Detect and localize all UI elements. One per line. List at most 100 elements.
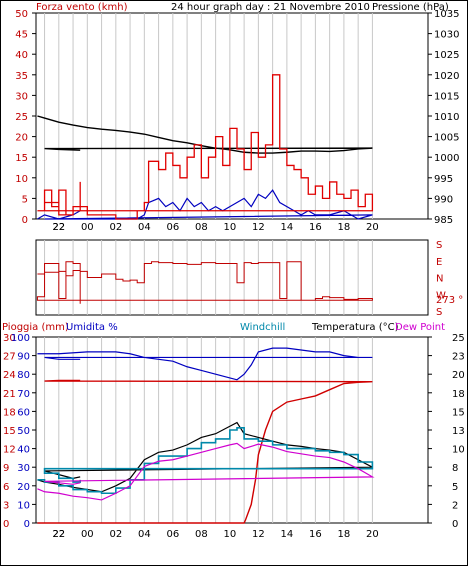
- temperature-tick-label: 10: [452, 445, 465, 456]
- wind-tick-label: 5: [22, 194, 28, 205]
- temperature-tick-label: 5: [452, 482, 458, 493]
- time-tick-label: 00: [81, 529, 94, 540]
- humidity-tick-label: 80: [17, 370, 30, 381]
- pressure-tick-label: 1030: [434, 30, 459, 41]
- time-tick-label: 20: [366, 222, 379, 233]
- time-tick-label: 22: [52, 222, 65, 233]
- wind-axis-label: Forza vento (kmh): [36, 2, 128, 13]
- temperature-tick-label: 23: [452, 352, 465, 363]
- temperature-tick-label: 13: [452, 426, 465, 437]
- time-tick-label: 12: [252, 529, 265, 540]
- time-tick-label: 22: [52, 222, 65, 233]
- time-tick-label: 00: [81, 222, 94, 233]
- temperature-label: Temperatura (°C): [311, 322, 399, 333]
- rain-tick-label: 9: [3, 463, 9, 474]
- pressure-tick-label: 1010: [434, 112, 459, 123]
- humidity-tick-label: 70: [17, 389, 30, 400]
- rain-line: [37, 379, 373, 524]
- rain-tick-label: 12: [3, 445, 16, 456]
- time-tick-label: 06: [166, 222, 179, 233]
- rain-tick-label: 18: [3, 407, 16, 418]
- time-tick-label: 02: [109, 529, 122, 540]
- direction-label: W: [436, 290, 446, 301]
- dewpoint-label: Dew Point: [395, 322, 445, 333]
- temperature-tick-label: 0: [452, 519, 458, 530]
- windchill-line: [37, 426, 374, 495]
- rain-tick-label: 0: [3, 519, 9, 530]
- time-tick-label: 12: [252, 222, 265, 233]
- humidity-axis-label: Umidita %: [66, 322, 118, 333]
- chart-layer: 0510152025303540455098599099510001005101…: [3, 9, 465, 540]
- pressure-tick-label: 985: [434, 215, 453, 226]
- rain-tick-label: 6: [3, 482, 9, 493]
- time-tick-label: 10: [223, 222, 236, 233]
- plot-area-1: [35, 12, 429, 220]
- wind-tick-label: 50: [15, 9, 28, 20]
- rain-tick-label: 30: [3, 333, 16, 344]
- pressure-tick-label: 1020: [434, 71, 459, 82]
- pressure-axis-label: Pressione (hPa): [372, 2, 449, 13]
- humidity-tick-label: 40: [17, 445, 30, 456]
- wind-tick-label: 40: [15, 50, 28, 61]
- pressure-tick-label: 1005: [434, 133, 459, 144]
- wind-tick-label: 35: [15, 71, 28, 82]
- time-tick-label: 02: [109, 222, 122, 233]
- time-tick-label: 18: [338, 529, 351, 540]
- rain-tick-label: 21: [3, 389, 16, 400]
- rain-tick-label: 3: [3, 500, 9, 511]
- time-tick-label: 06: [166, 529, 179, 540]
- wind-tick-label: 0: [22, 215, 28, 226]
- humidity-tick-label: 60: [17, 407, 30, 418]
- rain-tick-label: 15: [3, 426, 16, 437]
- humidity-tick-label: 10: [17, 500, 30, 511]
- temperature-tick-label: 25: [452, 333, 465, 344]
- rain-tick-label: 27: [3, 352, 16, 363]
- time-tick-label: 20: [366, 529, 379, 540]
- wind-tick-label: 45: [15, 30, 28, 41]
- time-tick-label: 22: [52, 529, 65, 540]
- current-direction-label: 273 °: [436, 295, 463, 306]
- pressure-tick-label: 995: [434, 174, 453, 185]
- pressure-tick-label: 1025: [434, 50, 459, 61]
- time-tick-label: 16: [309, 529, 322, 540]
- pressure-tick-label: 1015: [434, 91, 459, 102]
- direction-label: E: [436, 257, 442, 268]
- direction-label: S: [436, 240, 442, 251]
- direction-label: S: [436, 307, 442, 318]
- time-tick-label: 04: [138, 222, 151, 233]
- time-tick-label: 14: [281, 222, 294, 233]
- time-tick-label: 22: [52, 529, 65, 540]
- time-tick-label: 08: [195, 529, 208, 540]
- wind-tick-label: 20: [15, 133, 28, 144]
- time-tick-label: 10: [223, 529, 236, 540]
- pressure-tick-label: 1035: [434, 9, 459, 20]
- temperature-tick-label: 15: [452, 407, 465, 418]
- humidity-tick-label: 50: [17, 426, 30, 437]
- wind-tick-label: 30: [15, 91, 28, 102]
- humidity-tick-label: 20: [17, 482, 30, 493]
- humidity-tick-label: 90: [17, 352, 30, 363]
- time-tick-label: 18: [338, 222, 351, 233]
- temperature-tick-label: 8: [452, 463, 458, 474]
- humidity-tick-label: 30: [17, 463, 30, 474]
- chart-title: 24 hour graph day : 21 Novembre 2010: [171, 2, 370, 13]
- rain-axis-label: Pioggia (mm): [2, 322, 69, 333]
- wind-tick-label: 10: [15, 174, 28, 185]
- temperature-tick-label: 18: [452, 389, 465, 400]
- time-tick-label: 04: [138, 529, 151, 540]
- humidity-line: [37, 347, 373, 381]
- pressure-tick-label: 990: [434, 194, 453, 205]
- rain-tick-label: 24: [3, 370, 16, 381]
- time-tick-label: 14: [281, 529, 294, 540]
- time-tick-label: 16: [309, 222, 322, 233]
- direction-label: N: [436, 274, 443, 285]
- humidity-tick-label: 100: [11, 333, 30, 344]
- humidity-tick-label: 0: [24, 519, 30, 530]
- direction-line: [36, 261, 373, 304]
- wind-tick-label: 15: [15, 153, 28, 164]
- gust-line: [37, 74, 374, 220]
- temperature-tick-label: 2: [452, 500, 458, 511]
- temperature-tick-label: 20: [452, 370, 465, 381]
- windchill-label: Windchill: [240, 322, 285, 333]
